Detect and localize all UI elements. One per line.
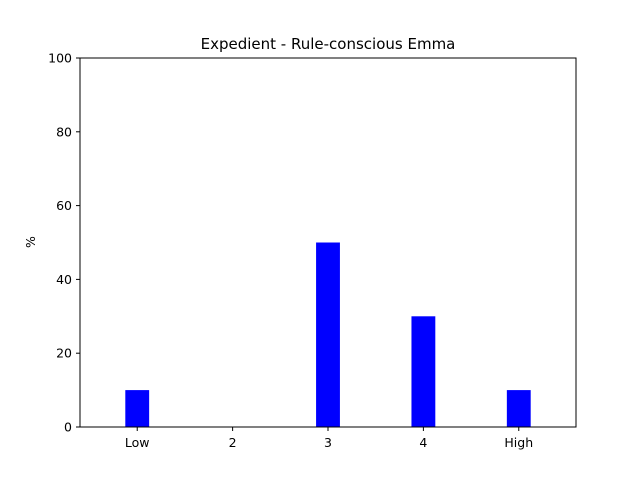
y-tick-label: 80 xyxy=(56,124,72,139)
x-tick-label: 4 xyxy=(419,435,427,450)
plot-frame xyxy=(79,57,577,428)
bars-layer xyxy=(125,242,531,427)
y-axis-label: % xyxy=(23,236,38,248)
x-tick-label: 3 xyxy=(324,435,332,450)
bar-3 xyxy=(316,242,340,427)
y-tick-label: 20 xyxy=(56,346,72,361)
bar-high xyxy=(506,390,531,427)
x-axis-ticks: Low 2 3 4 High xyxy=(125,427,533,450)
x-tick-label: Low xyxy=(125,435,150,450)
x-tick-label: 2 xyxy=(229,435,237,450)
x-tick-label: High xyxy=(504,435,533,450)
y-tick-label: 0 xyxy=(64,420,72,435)
chart-title: Expedient - Rule-conscious Emma xyxy=(201,35,456,53)
y-axis-ticks: 0 20 40 60 80 100 xyxy=(48,51,80,435)
bar-low xyxy=(125,390,150,427)
y-tick-label: 100 xyxy=(48,51,72,66)
bar-4 xyxy=(411,316,436,427)
y-tick-label: 40 xyxy=(56,272,72,287)
y-tick-label: 60 xyxy=(56,198,72,213)
